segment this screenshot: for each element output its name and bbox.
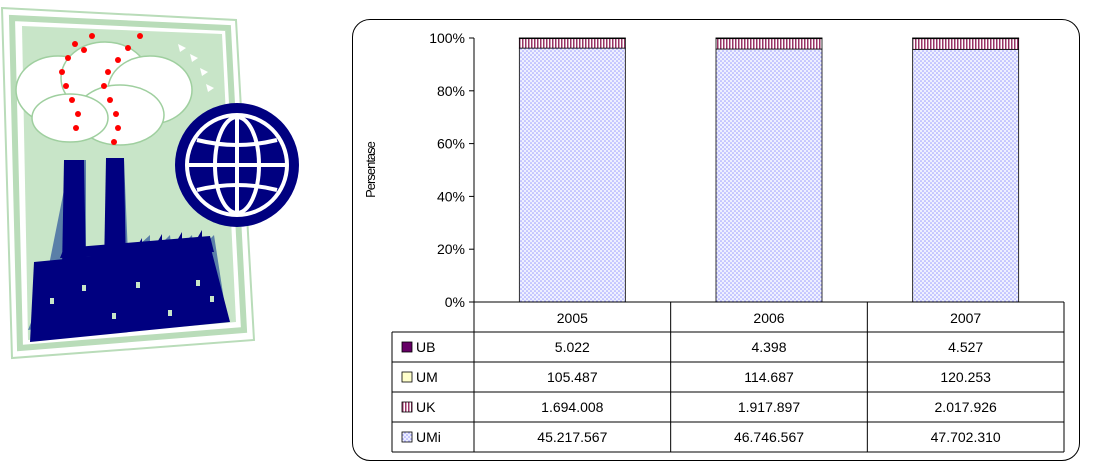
legend-label: UB (416, 339, 435, 355)
bar-uk-2005 (518, 38, 626, 49)
data-label: 4.527 (948, 339, 983, 355)
legend-key-uk (401, 401, 413, 413)
y-tick-label: 80% (437, 83, 465, 99)
y-tick-label: 20% (437, 241, 465, 257)
chart-frame (352, 19, 1080, 461)
data-label: 120.253 (940, 369, 991, 385)
data-label: 47.702.310 (931, 429, 1001, 445)
legend-label: UM (416, 369, 438, 385)
y-tick-label: 60% (437, 136, 465, 152)
factory-windows (50, 280, 214, 319)
legend-key-um (401, 371, 413, 383)
legend-key-ub (401, 341, 413, 353)
x-tick-label: 2006 (753, 310, 784, 326)
y-tick-label: 40% (437, 188, 465, 204)
data-label: 1.917.897 (738, 399, 800, 415)
legend-key-umi (401, 431, 413, 443)
data-label: 46.746.567 (734, 429, 804, 445)
data-label: 45.217.567 (537, 429, 607, 445)
sparkle-triangles (178, 44, 214, 92)
bars (518, 37, 1020, 303)
y-tick-label: 0% (445, 294, 465, 310)
y-axis: 0% 20% 40% 60% 80% 100% (429, 30, 475, 310)
data-label: 105.487 (547, 369, 598, 385)
factory-icon (30, 158, 230, 342)
bar-uk-2006 (715, 38, 823, 50)
data-label: 114.687 (744, 369, 794, 385)
bar-umi-2006 (715, 48, 823, 303)
data-label: 2.017.926 (935, 399, 997, 415)
x-tick-label: 2005 (557, 310, 588, 326)
factory-globe-illustration (0, 6, 299, 360)
y-tick-label: 100% (429, 30, 465, 46)
legend-label: UK (416, 399, 436, 415)
smoke-dots (59, 33, 143, 145)
data-label: 5.022 (555, 339, 590, 355)
data-label: 4.398 (751, 339, 786, 355)
bar-umi-2005 (518, 47, 626, 303)
data-table: 2005 2006 2007 UB 5.022 4.398 4.527 UM 105.487 11… (391, 301, 1065, 453)
data-label: 1.694.008 (541, 399, 603, 415)
globe-icon (175, 103, 299, 227)
bar-uk-2007 (912, 38, 1020, 50)
legend-label: UMi (416, 429, 441, 445)
bar-umi-2007 (912, 48, 1020, 303)
y-axis-label: Persentase (363, 141, 378, 198)
smoke-clouds (15, 41, 193, 146)
x-tick-label: 2007 (950, 310, 981, 326)
